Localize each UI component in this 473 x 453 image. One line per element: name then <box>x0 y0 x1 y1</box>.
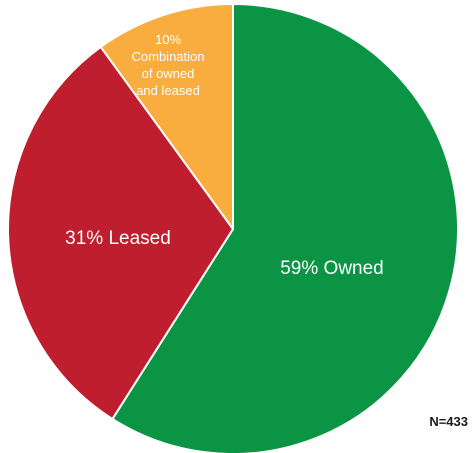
pie-slices <box>7 3 459 453</box>
slice-label-owned: 59% Owned <box>280 258 384 279</box>
slice-combination <box>99 3 234 230</box>
sample-size-note: N=433 <box>429 414 468 429</box>
slice-owned <box>111 3 459 453</box>
slice-label-leased: 31% Leased <box>65 228 171 249</box>
pie-labels: 59% Owned 31% Leased 10% Combination of owne… <box>65 32 384 279</box>
slice-leased <box>7 45 234 420</box>
slice-label-combination: 10% Combination of owned and leased <box>132 32 205 98</box>
